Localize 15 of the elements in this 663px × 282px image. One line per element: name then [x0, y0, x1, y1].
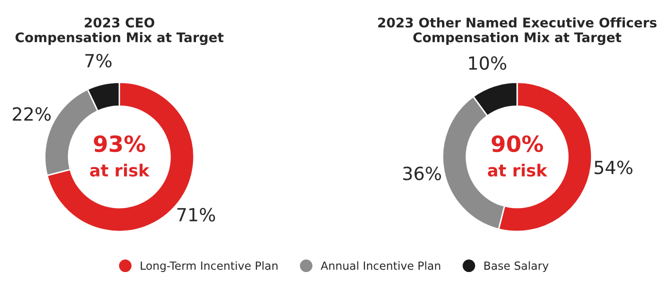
text: at risk: [488, 164, 548, 177]
chart-title: 2023 Other Named Executive Officers Compensation Mix at Target: [378, 17, 657, 45]
text: 93%: [94, 135, 146, 152]
legend-label: Base Salary: [484, 261, 548, 272]
text: at risk: [90, 164, 150, 177]
data-label: 10%: [469, 56, 506, 70]
data-label: 36%: [403, 166, 441, 180]
legend-label: Long-Term Incentive Plan: [140, 261, 278, 272]
data-label: 71%: [177, 208, 216, 222]
chart-title: 2023 CEO Compensation Mix at Target: [16, 18, 224, 45]
data-label: 22%: [12, 107, 51, 121]
legend-label: Annual Incentive Plan: [320, 261, 440, 270]
data-label: 54%: [594, 160, 632, 174]
text: 90%: [492, 135, 544, 152]
data-label: 7%: [85, 54, 112, 68]
